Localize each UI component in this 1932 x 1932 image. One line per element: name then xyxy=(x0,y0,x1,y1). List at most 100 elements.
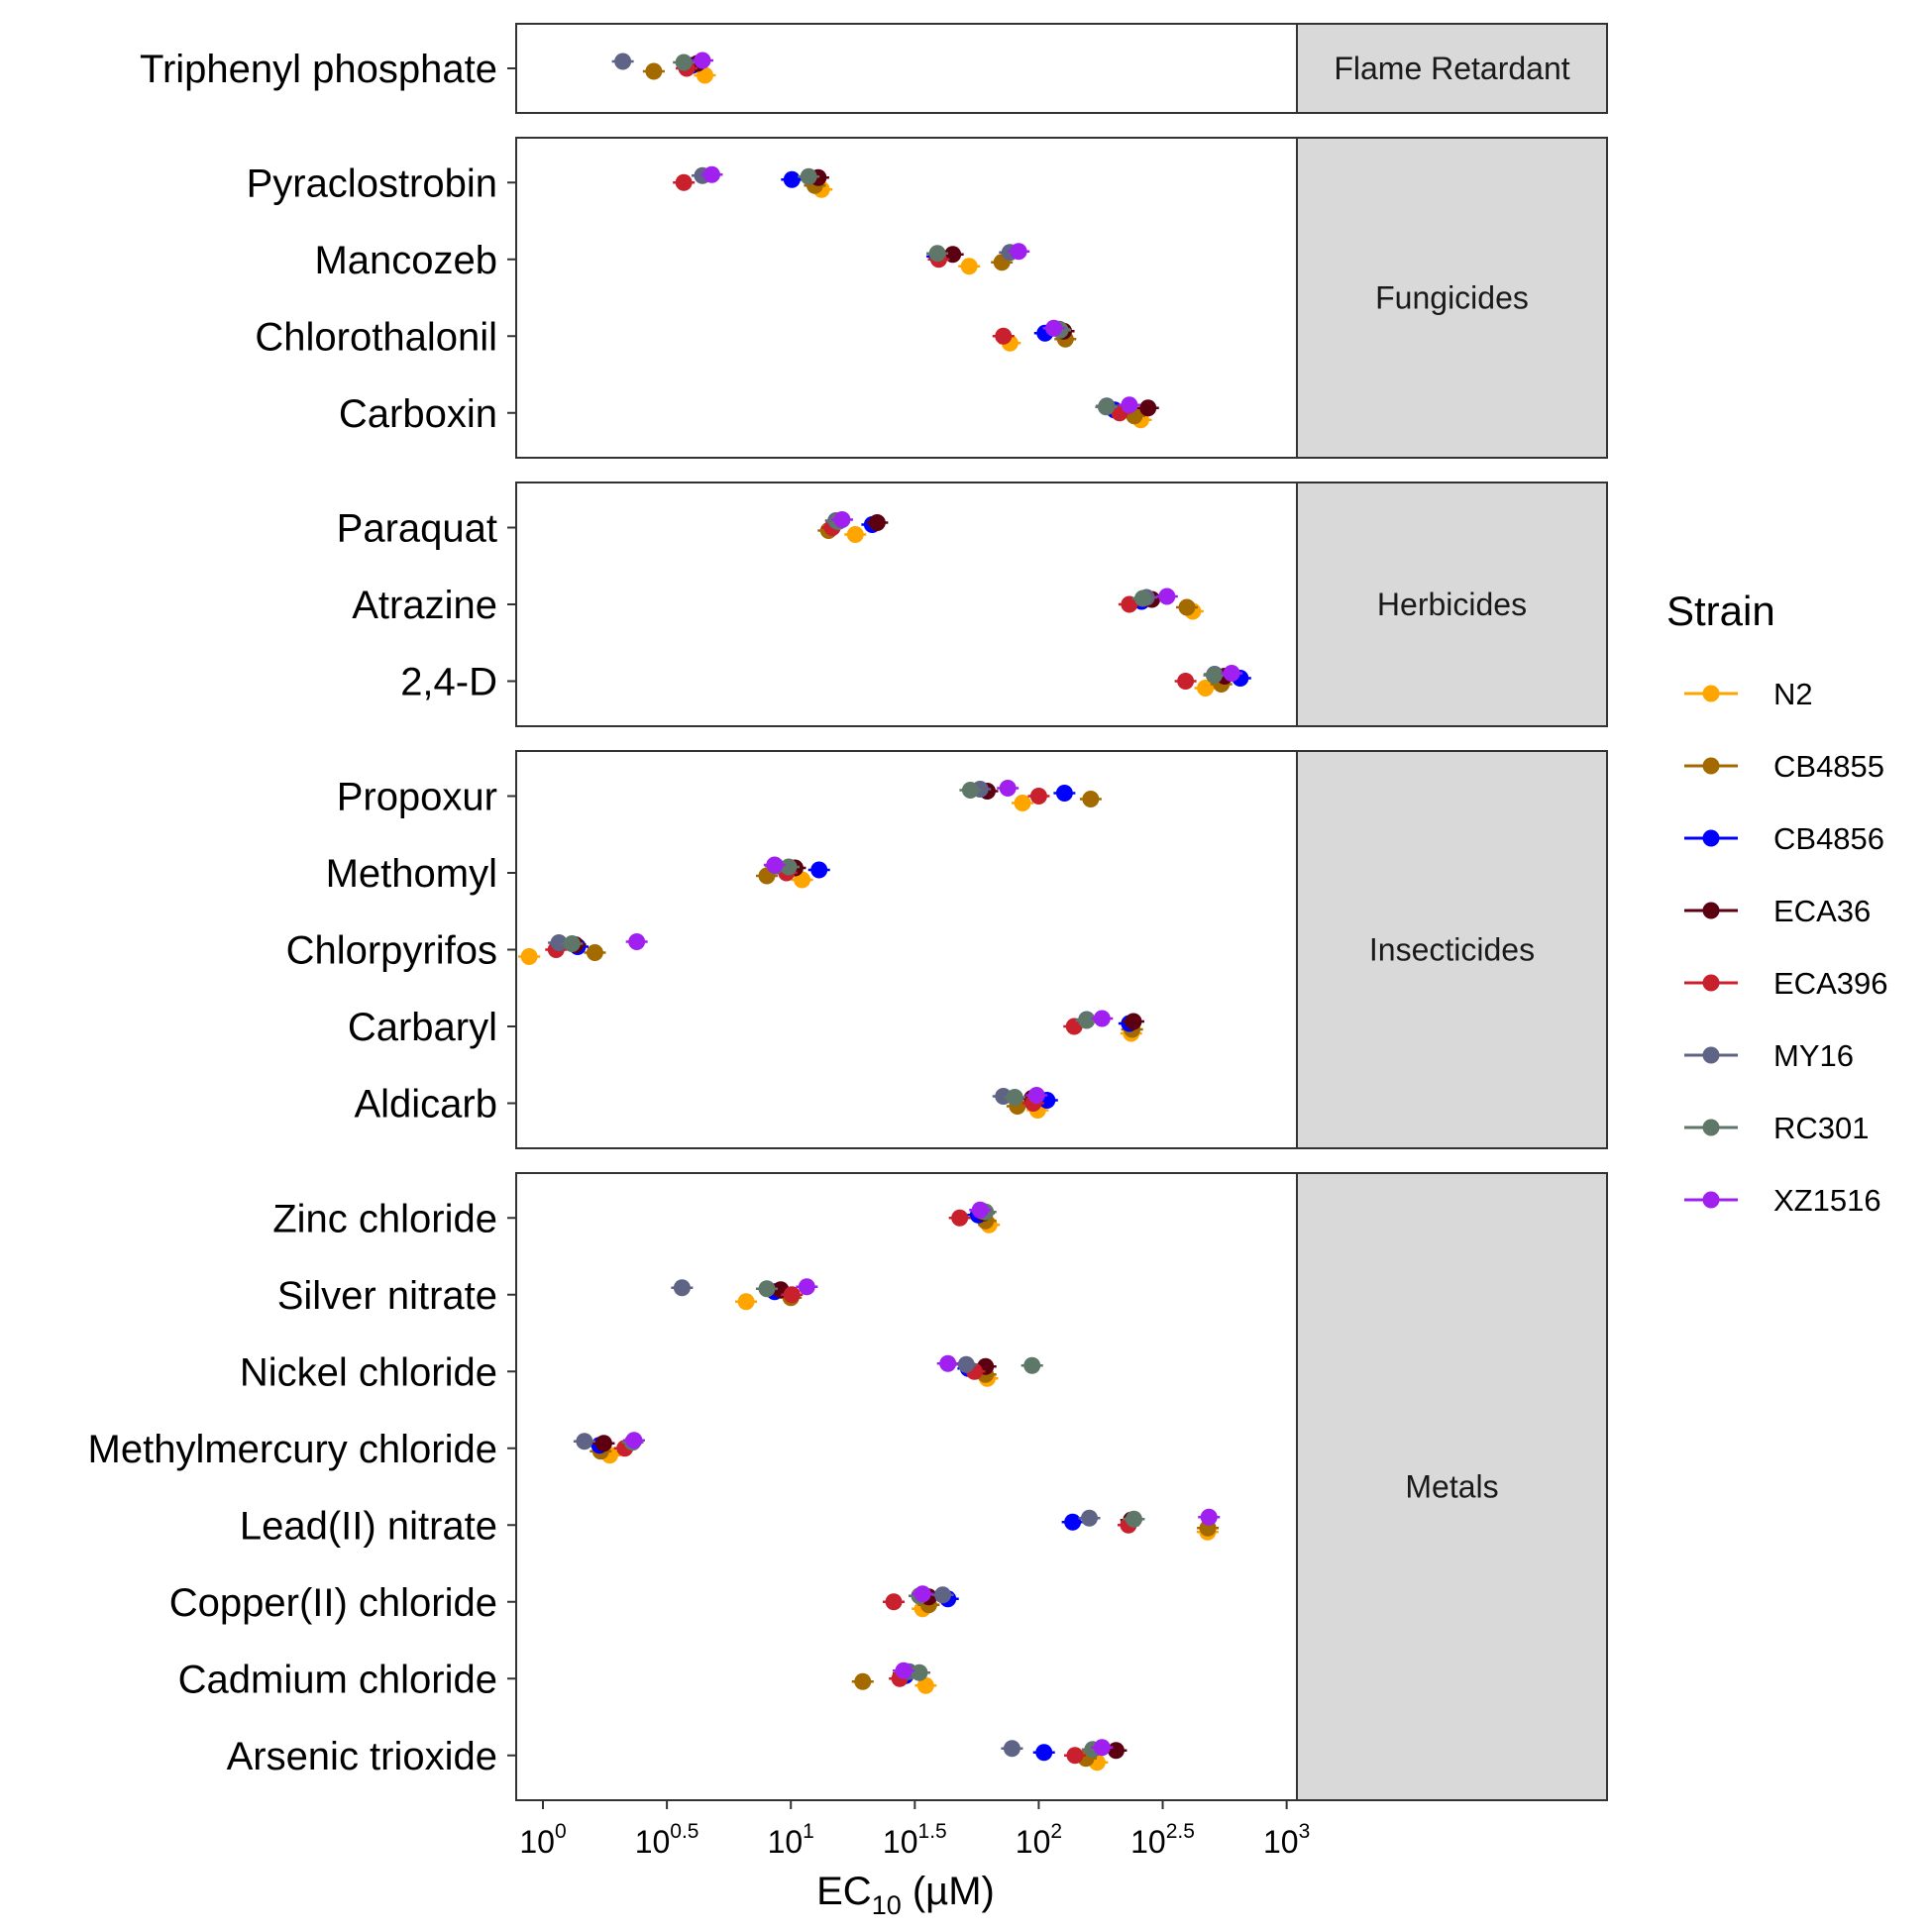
point-xz1516 xyxy=(971,1201,989,1219)
point-rc301 xyxy=(675,54,693,71)
x-axis-label-subscript: 10 xyxy=(872,1890,902,1920)
panel-strip-label: Flame Retardant xyxy=(1334,51,1569,86)
legend-label: CB4856 xyxy=(1773,821,1884,856)
x-axis-label: EC10 (µM) xyxy=(816,1870,995,1920)
point-cb4855 xyxy=(854,1672,872,1690)
point-xz1516 xyxy=(1200,1508,1218,1526)
x-tick-base: 10 xyxy=(1130,1824,1166,1860)
row-aldicarb: Aldicarb xyxy=(354,1083,1058,1127)
y-tick-label: Aldicarb xyxy=(354,1083,497,1127)
y-tick-label: Lead(II) nitrate xyxy=(240,1504,497,1548)
legend: Strain N2 CB4855 CB4856 ECA36 ECA396 MY16 RC30… xyxy=(1666,588,1887,1218)
point-xz1516 xyxy=(1121,396,1138,414)
point-xz1516 xyxy=(1027,1087,1045,1104)
point-eca36 xyxy=(1107,1742,1125,1760)
point-n2 xyxy=(846,526,864,543)
panel-frame xyxy=(515,137,1298,459)
point-rc301 xyxy=(1078,1012,1096,1029)
x-tick-exponent: 0 xyxy=(555,1820,567,1843)
row-nickel-chloride: Nickel chloride xyxy=(240,1350,1043,1394)
point-n2 xyxy=(960,258,978,275)
point-cb4855 xyxy=(1178,598,1196,616)
y-tick-label: Copper(II) chloride xyxy=(169,1581,497,1625)
point-cb4856 xyxy=(1035,1744,1053,1762)
row-triphenyl-phosphate: Triphenyl phosphate xyxy=(140,48,716,91)
x-tick-label: 103 xyxy=(1263,1820,1310,1860)
legend-label: ECA36 xyxy=(1773,894,1871,928)
row-pyraclostrobin: Pyraclostrobin xyxy=(247,161,833,205)
x-tick-exponent: 0.5 xyxy=(670,1820,698,1843)
point-xz1516 xyxy=(895,1662,912,1679)
point-cb4856 xyxy=(1064,1513,1082,1531)
point-n2 xyxy=(520,948,538,965)
point-rc301 xyxy=(1205,667,1223,684)
x-tick-base: 10 xyxy=(519,1824,555,1860)
x-tick-label: 100.5 xyxy=(635,1820,699,1860)
point-my16 xyxy=(550,934,568,951)
x-tick-base: 10 xyxy=(768,1824,804,1860)
row-atrazine: Atrazine xyxy=(352,584,1204,627)
y-tick-label: Chlorpyrifos xyxy=(286,929,497,973)
point-xz1516 xyxy=(1010,243,1027,261)
legend-item-eca36: ECA36 xyxy=(1684,894,1871,928)
point-cb4855 xyxy=(1082,791,1100,807)
legend-key-point xyxy=(1702,1119,1720,1136)
row-cadmium-chloride: Cadmium chloride xyxy=(178,1658,937,1701)
point-eca36 xyxy=(1139,399,1157,417)
point-eca36 xyxy=(868,514,886,531)
row-paraquat: Paraquat xyxy=(337,507,889,551)
point-n2 xyxy=(1197,680,1215,697)
point-rc301 xyxy=(1097,398,1115,416)
point-xz1516 xyxy=(694,52,711,69)
point-n2 xyxy=(737,1293,755,1311)
point-eca396 xyxy=(995,327,1013,345)
point-rc301 xyxy=(563,935,581,952)
panel-frame xyxy=(515,23,1298,114)
point-eca36 xyxy=(594,1435,612,1452)
legend-title: Strain xyxy=(1666,588,1775,634)
row-zinc-chloride: Zinc chloride xyxy=(272,1197,1001,1240)
point-eca396 xyxy=(951,1209,969,1227)
y-tick-label: 2,4-D xyxy=(400,661,497,704)
y-tick-label: Nickel chloride xyxy=(240,1350,497,1394)
legend-label: ECA396 xyxy=(1773,966,1887,1001)
y-tick-label: Carboxin xyxy=(339,392,497,436)
x-tick-base: 10 xyxy=(1016,1824,1051,1860)
point-eca396 xyxy=(1029,788,1047,805)
point-eca396 xyxy=(1121,595,1138,613)
x-tick-base: 10 xyxy=(1263,1824,1299,1860)
legend-key-point xyxy=(1702,829,1720,847)
point-xz1516 xyxy=(625,1432,643,1449)
x-tick-exponent: 1.5 xyxy=(918,1820,947,1843)
row-chlorpyrifos: Chlorpyrifos xyxy=(286,929,648,973)
row-methomyl: Methomyl xyxy=(326,852,830,896)
row-silver-nitrate: Silver nitrate xyxy=(277,1274,818,1318)
legend-item-cb4855: CB4855 xyxy=(1684,749,1884,784)
point-my16 xyxy=(614,53,632,70)
point-xz1516 xyxy=(939,1354,957,1372)
y-tick-label: Methylmercury chloride xyxy=(88,1428,497,1471)
legend-item-eca396: ECA396 xyxy=(1684,966,1887,1001)
y-tick-label: Mancozeb xyxy=(314,239,497,282)
point-eca396 xyxy=(1066,1747,1084,1765)
point-rc301 xyxy=(961,782,979,799)
x-tick-exponent: 3 xyxy=(1299,1820,1311,1843)
panel-fungicides: Fungicides Pyraclostrobin Mancozeb Chloroth… xyxy=(247,137,1608,459)
point-xz1516 xyxy=(1045,319,1063,337)
row-carboxin: Carboxin xyxy=(339,392,1159,436)
y-tick-label: Zinc chloride xyxy=(272,1197,497,1240)
row-mancozeb: Mancozeb xyxy=(314,239,1030,282)
point-n2 xyxy=(916,1676,934,1694)
x-tick-exponent: 2.5 xyxy=(1166,1820,1195,1843)
x-tick-label: 101.5 xyxy=(883,1820,947,1860)
point-xz1516 xyxy=(1093,1010,1111,1027)
legend-item-n2: N2 xyxy=(1684,677,1813,711)
panel-strip xyxy=(1296,23,1608,114)
point-xz1516 xyxy=(628,933,646,950)
y-tick-label: Silver nitrate xyxy=(277,1274,497,1318)
point-rc301 xyxy=(1006,1089,1023,1106)
point-eca396 xyxy=(675,173,693,191)
x-axis: 100 100.5 101 101.5 102 102.5 103 xyxy=(519,1800,1310,1860)
x-tick-exponent: 1 xyxy=(803,1820,814,1843)
